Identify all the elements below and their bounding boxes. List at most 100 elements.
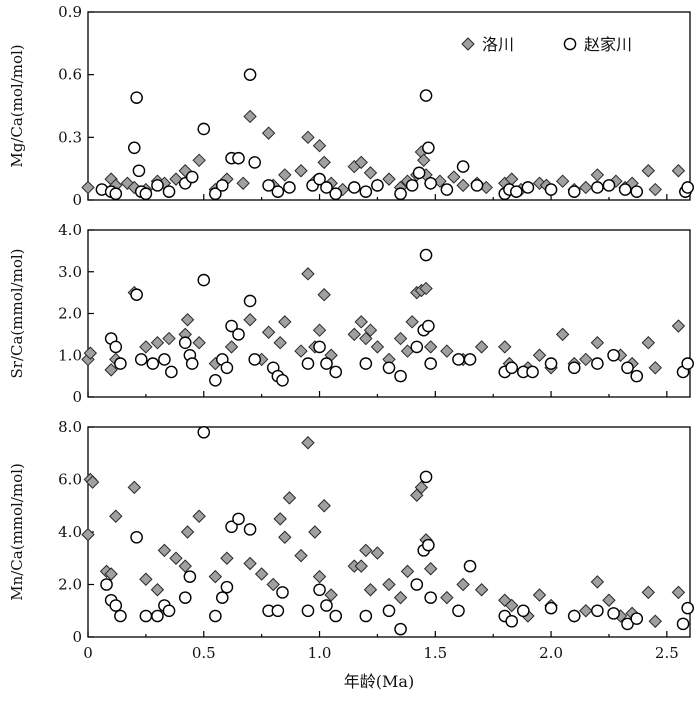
y-tick-label: 0: [72, 191, 82, 209]
data-point-zhaojiachuan: [130, 91, 143, 104]
data-point-zhaojiachuan: [225, 319, 238, 333]
data-point-zhaojiachuan: [618, 183, 632, 196]
data-point-luochuan: [359, 543, 373, 558]
data-point-zhaojiachuan: [405, 179, 419, 192]
data-point-zhaojiachuan: [394, 369, 407, 383]
data-point-zhaojiachuan: [301, 357, 315, 370]
data-point-luochuan: [301, 130, 315, 145]
data-point-luochuan: [127, 480, 142, 495]
data-point-zhaojiachuan: [185, 170, 199, 184]
data-point-zhaojiachuan: [271, 185, 285, 198]
data-point-luochuan: [104, 363, 118, 377]
data-point-zhaojiachuan: [100, 578, 113, 591]
data-point-luochuan: [324, 588, 338, 602]
data-point-zhaojiachuan: [424, 591, 437, 604]
legend-marker-zhaojiachuan: [563, 37, 577, 51]
data-point-luochuan: [150, 336, 165, 350]
data-point-luochuan: [169, 551, 183, 565]
data-point-luochuan: [671, 319, 686, 333]
y-tick-label: 0: [72, 628, 82, 646]
data-point-luochuan: [474, 583, 489, 597]
data-point-luochuan: [273, 336, 287, 350]
data-point-luochuan: [590, 575, 605, 589]
data-point-zhaojiachuan: [544, 357, 558, 370]
data-point-luochuan: [671, 164, 686, 178]
data-point-luochuan: [555, 174, 570, 188]
data-point-luochuan: [301, 436, 315, 450]
y-tick-label: 0: [72, 388, 82, 406]
data-point-luochuan: [243, 313, 257, 327]
data-point-zhaojiachuan: [185, 357, 199, 370]
data-point-zhaojiachuan: [510, 185, 523, 198]
y-tick-label: 0.9: [58, 3, 82, 21]
data-point-zhaojiachuan: [621, 617, 634, 631]
data-point-luochuan: [447, 170, 461, 184]
data-point-zhaojiachuan: [359, 185, 373, 198]
data-point-zhaojiachuan: [463, 559, 477, 573]
data-point-luochuan: [294, 344, 308, 358]
y-tick-label: 0.6: [58, 66, 82, 84]
data-point-zhaojiachuan: [128, 141, 141, 155]
data-point-zhaojiachuan: [243, 523, 257, 536]
data-point-zhaojiachuan: [320, 181, 333, 194]
data-point-luochuan: [294, 164, 308, 178]
data-point-zhaojiachuan: [162, 185, 176, 198]
data-point-luochuan: [579, 352, 593, 367]
data-point-zhaojiachuan: [359, 357, 373, 370]
data-point-luochuan: [648, 182, 662, 197]
y-tick-label: 2.0: [58, 305, 82, 323]
legend-marker-luochuan: [461, 37, 475, 51]
data-point-zhaojiachuan: [681, 601, 694, 615]
x-tick-label: 1.0: [308, 644, 332, 662]
data-point-luochuan: [312, 138, 327, 153]
data-point-luochuan: [178, 559, 192, 573]
data-point-zhaojiachuan: [676, 617, 690, 631]
data-point-luochuan: [648, 614, 662, 628]
data-point-luochuan: [400, 564, 415, 579]
x-tick-label: 2.0: [539, 644, 563, 662]
y-tick-label: 6.0: [58, 471, 82, 489]
data-point-luochuan: [456, 577, 470, 592]
data-point-luochuan: [208, 569, 223, 584]
data-point-zhaojiachuan: [276, 373, 289, 387]
data-point-luochuan: [81, 180, 95, 195]
y-axis-label: Mg/Ca(mol/mol): [8, 44, 26, 167]
data-point-zhaojiachuan: [607, 607, 620, 620]
data-point-luochuan: [505, 598, 519, 613]
plot-frame-1: [87, 11, 691, 201]
data-point-zhaojiachuan: [109, 599, 123, 612]
data-point-luochuan: [317, 288, 331, 302]
data-point-zhaojiachuan: [681, 357, 694, 370]
data-point-zhaojiachuan: [544, 601, 558, 615]
data-point-zhaojiachuan: [621, 361, 634, 375]
data-point-zhaojiachuan: [139, 187, 153, 201]
data-point-zhaojiachuan: [394, 622, 407, 636]
data-point-zhaojiachuan: [132, 164, 146, 178]
data-point-luochuan: [590, 336, 605, 350]
data-point-zhaojiachuan: [422, 319, 435, 333]
y-tick-label: 2.0: [58, 576, 82, 594]
data-point-luochuan: [641, 585, 656, 600]
data-point-zhaojiachuan: [440, 183, 454, 196]
data-point-zhaojiachuan: [382, 604, 396, 618]
data-point-zhaojiachuan: [151, 179, 164, 192]
y-tick-label: 0.3: [58, 128, 82, 146]
data-point-zhaojiachuan: [422, 538, 435, 552]
data-point-luochuan: [419, 281, 433, 296]
data-point-zhaojiachuan: [158, 353, 171, 366]
data-point-luochuan: [532, 588, 547, 602]
data-point-zhaojiachuan: [130, 288, 143, 302]
data-point-luochuan: [301, 267, 315, 281]
data-point-zhaojiachuan: [505, 361, 519, 375]
legend-label-luochuan: 洛川: [482, 35, 514, 54]
data-point-zhaojiachuan: [567, 361, 581, 375]
data-point-luochuan: [150, 583, 165, 597]
data-point-zhaojiachuan: [162, 604, 176, 618]
data-point-zhaojiachuan: [243, 294, 257, 308]
data-point-zhaojiachuan: [505, 614, 519, 628]
data-point-zhaojiachuan: [197, 273, 211, 287]
data-point-luochuan: [363, 166, 378, 180]
data-point-zhaojiachuan: [262, 179, 275, 192]
data-point-luochuan: [243, 109, 257, 124]
y-tick-label: 4.0: [58, 221, 82, 239]
